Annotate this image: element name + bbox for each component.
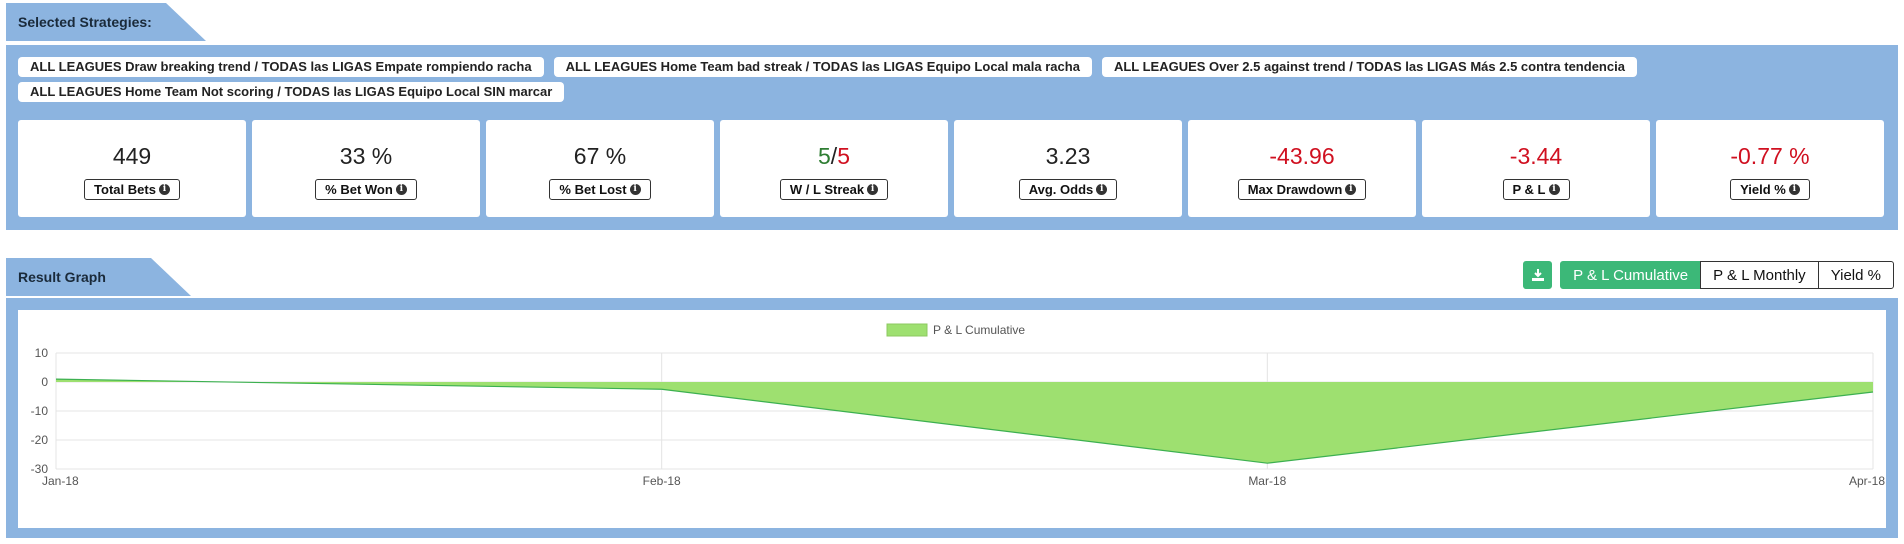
stat-label-text: % Bet Lost — [559, 182, 627, 197]
stat-value: -3.44 — [1509, 143, 1563, 169]
download-icon — [1531, 269, 1544, 281]
info-icon[interactable]: i — [395, 184, 407, 195]
strategy-chip[interactable]: ALL LEAGUES Home Team Not scoring / TODA… — [18, 82, 565, 102]
result-graph-tab: Result Graph — [6, 258, 206, 296]
info-icon[interactable]: i — [1345, 184, 1357, 195]
y-tick-label: -30 — [31, 462, 49, 476]
pl-cumulative-button[interactable]: P & L Cumulative — [1560, 261, 1702, 289]
stat-label[interactable]: Avg. Odds i — [1018, 179, 1118, 200]
legend-label: P & L Cumulative — [933, 323, 1025, 337]
x-tick-label: Mar-18 — [1248, 474, 1286, 488]
stat-label[interactable]: % Bet Lost i — [549, 179, 651, 200]
win-streak: 5 — [818, 143, 831, 169]
yield-button[interactable]: Yield % — [1817, 261, 1894, 289]
stat-label[interactable]: Total Bets i — [84, 179, 180, 200]
stat-label[interactable]: % Bet Won i — [315, 179, 417, 200]
info-icon[interactable]: i — [1096, 184, 1108, 195]
chart-container: 10 0 -10 -20 -30 Jan-18 Feb-18 Mar-18 Apr-18 P & … — [18, 310, 1886, 528]
loss-streak: 5 — [837, 143, 850, 169]
selected-strategies-tab: Selected Strategies: — [6, 3, 206, 41]
download-button[interactable] — [1523, 261, 1553, 289]
stat-value: -0.77 % — [1730, 143, 1810, 169]
pl-monthly-button[interactable]: P & L Monthly — [1700, 261, 1819, 289]
strategy-list: ALL LEAGUES Draw breaking trend / TODAS … — [18, 57, 1888, 102]
stat-value: -43.96 — [1269, 143, 1335, 169]
x-tick-label: Jan-18 — [42, 474, 79, 488]
stat-label-text: W / L Streak — [789, 182, 865, 197]
stat-label-text: Avg. Odds — [1028, 182, 1094, 197]
stat-max-drawdown: -43.96 Max Drawdown i — [1188, 120, 1416, 217]
stat-value: 3.23 — [1045, 143, 1091, 169]
stat-label-text: Total Bets — [94, 182, 156, 197]
tab-shape — [6, 258, 191, 296]
tab-shape — [6, 3, 206, 41]
info-icon[interactable]: i — [158, 184, 170, 195]
y-tick-label: 10 — [35, 346, 49, 360]
stat-label[interactable]: Max Drawdown i — [1237, 179, 1367, 200]
stat-label[interactable]: W / L Streak i — [779, 179, 889, 200]
legend-swatch — [886, 323, 928, 337]
stat-total-bets: 449 Total Bets i — [18, 120, 246, 217]
graph-mode-group: P & L Cumulative P & L Monthly Yield % — [1560, 261, 1894, 289]
graph-toolbar: P & L Cumulative P & L Monthly Yield % — [1523, 261, 1894, 289]
info-icon[interactable]: i — [1788, 184, 1800, 195]
stat-bet-lost: 67 % % Bet Lost i — [486, 120, 714, 217]
stat-value: 449 — [112, 143, 152, 169]
stat-value: 5/5 — [818, 142, 850, 170]
section-title: Selected Strategies: — [18, 14, 152, 30]
stat-label-text: % Bet Won — [325, 182, 393, 197]
stat-label[interactable]: Yield % i — [1730, 179, 1810, 200]
info-icon[interactable]: i — [629, 184, 641, 195]
stat-label-text: Yield % — [1740, 182, 1786, 197]
stat-yield: -0.77 % Yield % i — [1656, 120, 1884, 217]
graph-panel: 10 0 -10 -20 -30 Jan-18 Feb-18 Mar-18 Apr-18 P & … — [6, 298, 1898, 538]
x-tick-label: Apr-18 — [1849, 474, 1885, 488]
strategy-chip[interactable]: ALL LEAGUES Draw breaking trend / TODAS … — [18, 57, 544, 77]
y-tick-label: -10 — [31, 404, 49, 418]
info-icon[interactable]: i — [1548, 184, 1560, 195]
stat-bet-won: 33 % % Bet Won i — [252, 120, 480, 217]
x-tick-label: Feb-18 — [643, 474, 681, 488]
stat-value: 67 % — [573, 143, 627, 169]
strategy-chip[interactable]: ALL LEAGUES Home Team bad streak / TODAS… — [553, 57, 1092, 77]
stat-value: 33 % — [339, 143, 393, 169]
streak-separator: / — [830, 143, 838, 169]
stat-avg-odds: 3.23 Avg. Odds i — [954, 120, 1182, 217]
series-line — [55, 378, 1874, 464]
series-area — [56, 379, 1873, 464]
strategies-panel: ALL LEAGUES Draw breaking trend / TODAS … — [6, 45, 1898, 230]
stat-label-text: Max Drawdown — [1247, 182, 1343, 197]
stats-row: 449 Total Bets i 33 % % Bet Won i 67 % % B… — [18, 120, 1884, 217]
y-tick-label: 0 — [41, 375, 48, 389]
stat-streak: 5/5 W / L Streak i — [720, 120, 948, 217]
section-title: Result Graph — [18, 269, 106, 285]
y-tick-label: -20 — [31, 433, 49, 447]
strategy-chip[interactable]: ALL LEAGUES Over 2.5 against trend / TOD… — [1101, 57, 1637, 77]
stat-label-text: P & L — [1512, 182, 1546, 197]
info-icon[interactable]: i — [867, 184, 879, 195]
